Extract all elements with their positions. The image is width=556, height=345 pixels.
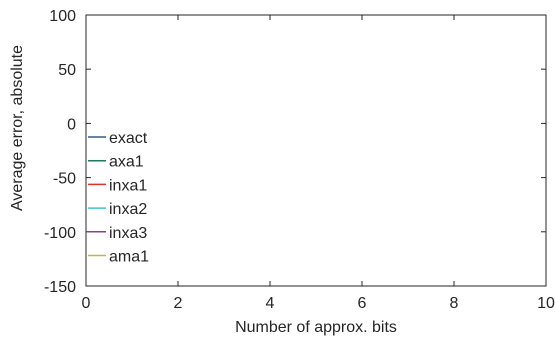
y-axis-label: Average error, absolute bbox=[9, 45, 26, 211]
x-axis-label: Number of approx. bits bbox=[235, 319, 397, 336]
legend-label-inxa3: inxa3 bbox=[109, 225, 147, 242]
legend-label-exact: exact bbox=[109, 130, 148, 147]
y-tick-label: -100 bbox=[44, 225, 76, 242]
legend-label-inxa1: inxa1 bbox=[109, 177, 147, 194]
x-tick-label: 10 bbox=[537, 295, 555, 312]
x-tick-label: 6 bbox=[358, 295, 367, 312]
x-tick-label: 4 bbox=[266, 295, 275, 312]
x-tick-label: 8 bbox=[450, 295, 459, 312]
legend-label-axa1: axa1 bbox=[109, 154, 144, 171]
legend-label-inxa2: inxa2 bbox=[109, 201, 147, 218]
y-tick-label: -50 bbox=[53, 171, 76, 188]
y-tick-label: 0 bbox=[67, 116, 76, 133]
y-tick-label: 50 bbox=[58, 62, 76, 79]
y-tick-label: 100 bbox=[49, 8, 76, 25]
x-tick-label: 2 bbox=[174, 295, 183, 312]
legend-label-ama1: ama1 bbox=[109, 249, 149, 266]
plot-frame bbox=[85, 14, 547, 287]
x-tick-label: 0 bbox=[82, 295, 91, 312]
y-tick-label: -150 bbox=[44, 279, 76, 296]
